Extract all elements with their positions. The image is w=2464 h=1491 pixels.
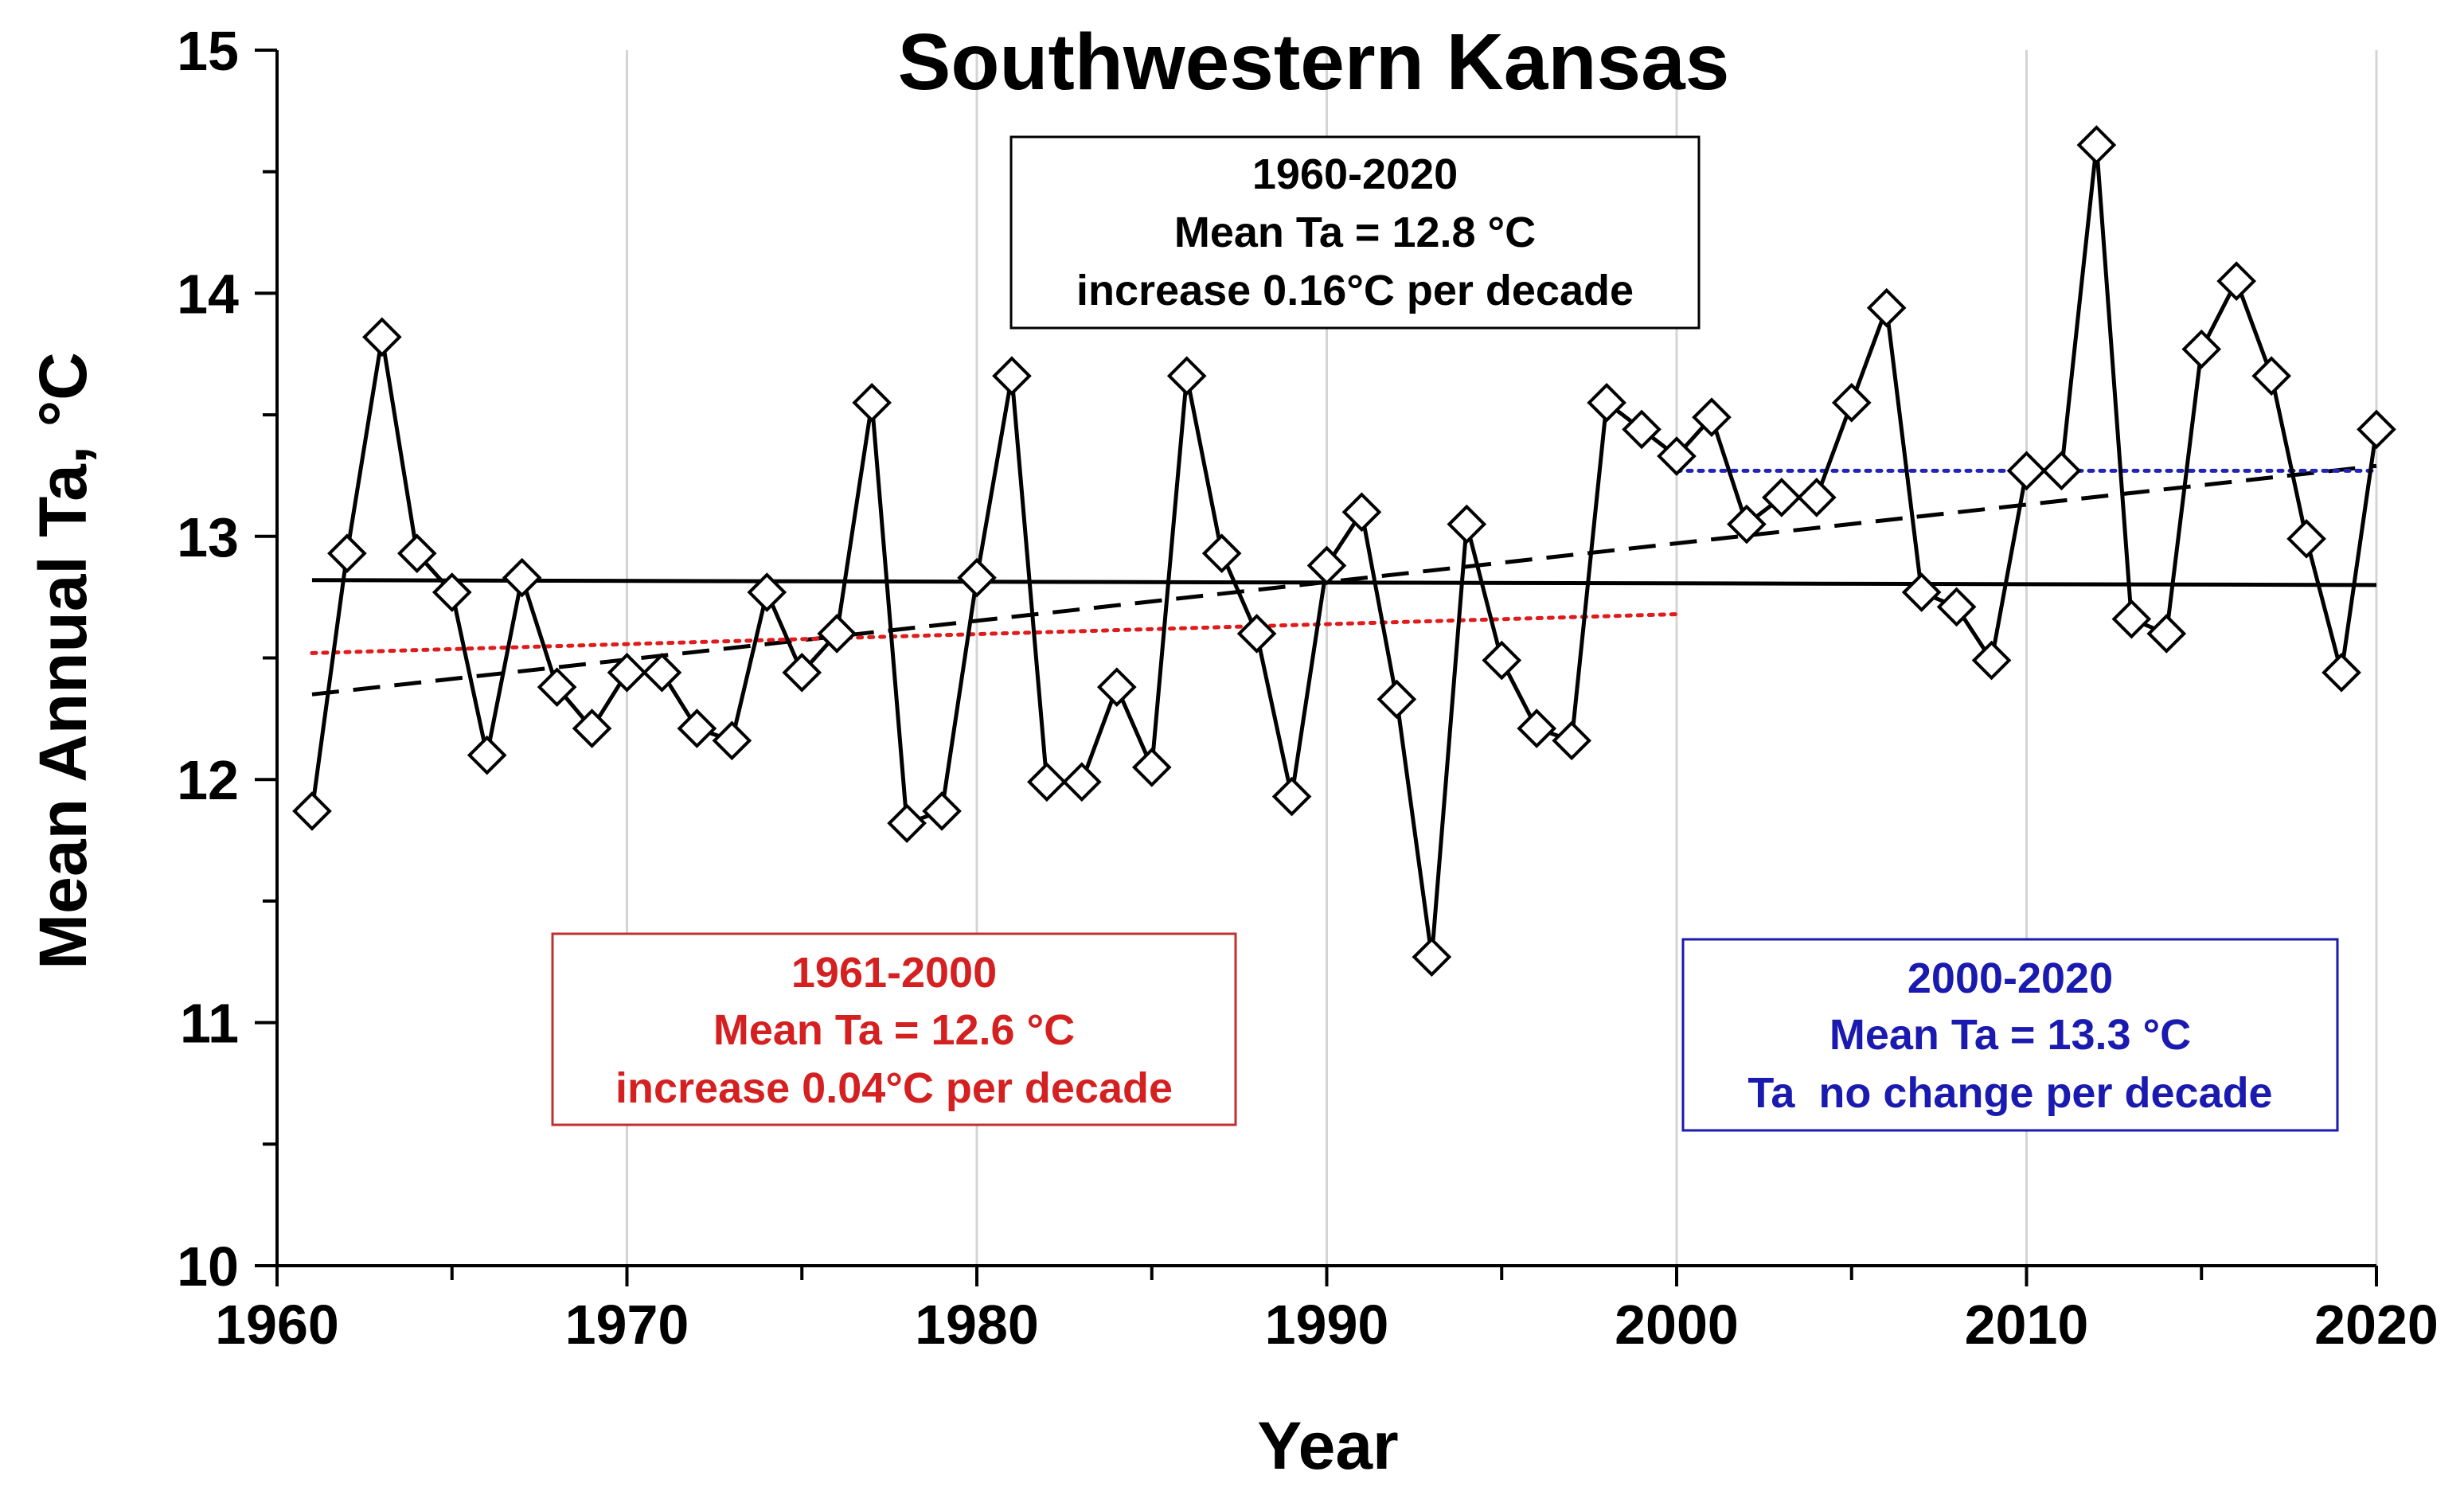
data-point-1989 xyxy=(1271,776,1312,817)
x-tick-label-1990: 1990 xyxy=(1265,1294,1389,1356)
data-point-1968 xyxy=(537,667,577,707)
annotation-box-1960-2020 xyxy=(1009,135,1701,330)
data-point-1983 xyxy=(1062,762,1102,802)
data-point-1981 xyxy=(992,356,1032,396)
data-point-2001 xyxy=(1692,397,1732,437)
data-point-1971 xyxy=(642,652,682,693)
x-tick-label-2000: 2000 xyxy=(1615,1294,1739,1356)
data-point-1980 xyxy=(957,557,997,598)
data-point-1973 xyxy=(712,720,752,761)
data-point-1999 xyxy=(1622,409,1662,450)
reference-line-dashed-1 xyxy=(311,463,2377,697)
data-point-1988 xyxy=(1236,614,1277,654)
data-point-2000 xyxy=(1657,436,1697,476)
data-point-2007 xyxy=(1901,572,1942,612)
y-axis-label: Mean Annual Ta, °C xyxy=(25,352,100,970)
x-tick-label-1960: 1960 xyxy=(215,1294,339,1356)
data-point-2013 xyxy=(2111,599,2152,639)
y-tick-label-10: 10 xyxy=(177,1235,239,1298)
x-tick-label-1980: 1980 xyxy=(915,1294,1039,1356)
data-point-1996 xyxy=(1517,708,1557,748)
annotation-box-2000-2020 xyxy=(1681,938,2339,1132)
annotation-1960-2020-line-3: increase 0.16°C per decade xyxy=(1076,267,1634,314)
data-point-1991 xyxy=(1341,492,1382,533)
x-tick-label-1970: 1970 xyxy=(565,1294,689,1356)
y-tick-label-14: 14 xyxy=(177,263,239,325)
annotation-2000-2020-line-1: 2000-2020 xyxy=(1908,954,2113,1002)
y-tick-label-12: 12 xyxy=(177,749,239,811)
annotation-1960-2020: 1960-2020 Mean Ta = 12.8 °C increase 0.1… xyxy=(1009,135,1701,330)
reference-line-solid-0 xyxy=(311,578,2377,587)
data-point-2016 xyxy=(2216,261,2257,301)
data-point-1982 xyxy=(1027,762,1067,802)
data-point-1978 xyxy=(887,803,927,844)
data-point-1962 xyxy=(327,533,367,574)
data-point-2020 xyxy=(2357,409,2396,450)
data-point-2014 xyxy=(2146,614,2187,654)
data-point-2005 xyxy=(1831,383,1872,423)
annotation-2000-2020-line-3: Ta no change per decade xyxy=(1747,1069,2272,1117)
annotation-1961-2000-line-2: Mean Ta = 12.6 °C xyxy=(713,1006,1075,1054)
y-tick-label-13: 13 xyxy=(177,506,239,568)
y-tick-label-11: 11 xyxy=(180,993,239,1055)
data-point-1997 xyxy=(1552,720,1591,761)
data-point-2011 xyxy=(2041,451,2082,491)
data-point-1976 xyxy=(817,614,857,654)
data-point-1984 xyxy=(1096,667,1137,707)
axes xyxy=(255,49,2378,1286)
x-tick-label-2010: 2010 xyxy=(1965,1294,2089,1356)
data-series xyxy=(292,125,2396,977)
data-point-2019 xyxy=(2321,652,2361,693)
data-point-2002 xyxy=(1727,504,1767,544)
data-point-2018 xyxy=(2286,519,2326,559)
data-point-1998 xyxy=(1587,383,1626,423)
annotation-1960-2020-line-1: 1960-2020 xyxy=(1252,150,1458,198)
data-point-2017 xyxy=(2251,356,2291,396)
data-point-1979 xyxy=(922,791,962,831)
annotation-2000-2020: 2000-2020 Mean Ta = 13.3 °C Ta no change… xyxy=(1681,938,2339,1132)
data-point-2012 xyxy=(2076,125,2117,165)
data-point-1990 xyxy=(1306,545,1347,586)
y-tick-label-15: 15 xyxy=(177,20,239,82)
data-point-1987 xyxy=(1201,533,1242,574)
annotation-1960-2020-line-2: Mean Ta = 12.8 °C xyxy=(1174,209,1536,256)
data-point-1992 xyxy=(1376,679,1417,720)
data-point-1963 xyxy=(362,317,402,357)
annotation-1961-2000: 1961-2000 Mean Ta = 12.6 °C increase 0.0… xyxy=(551,932,1237,1126)
data-point-1993 xyxy=(1412,937,1452,977)
tick-labels: 1960 1970 1980 1990 2000 2010 2020 10 11 12 13 14 15 xyxy=(177,20,2439,1356)
data-point-2008 xyxy=(1936,587,1977,627)
data-point-1975 xyxy=(782,652,822,693)
data-point-2004 xyxy=(1796,478,1837,517)
reference-line-dotted-2 xyxy=(310,612,1679,655)
data-point-1985 xyxy=(1131,747,1172,787)
data-point-2006 xyxy=(1866,287,1907,328)
data-point-1966 xyxy=(467,735,507,775)
data-point-1974 xyxy=(747,572,787,612)
data-point-2003 xyxy=(1762,478,1802,517)
data-point-1977 xyxy=(852,383,892,423)
annotation-1961-2000-line-3: increase 0.04°C per decade xyxy=(615,1064,1173,1112)
chart-title: Southwestern Kansas xyxy=(898,18,1730,107)
data-point-1967 xyxy=(502,557,542,598)
data-point-1994 xyxy=(1447,504,1487,544)
data-point-1972 xyxy=(677,708,717,748)
data-point-1961 xyxy=(292,791,332,831)
data-point-2009 xyxy=(1971,640,2012,681)
annotation-2000-2020-line-2: Mean Ta = 13.3 °C xyxy=(1829,1011,2191,1059)
data-point-1969 xyxy=(572,708,612,748)
data-point-2015 xyxy=(2181,329,2222,369)
data-point-2010 xyxy=(2006,451,2047,491)
data-point-1964 xyxy=(396,533,437,574)
annotation-box-1961-2000 xyxy=(551,932,1237,1126)
annotation-1961-2000-line-1: 1961-2000 xyxy=(791,949,997,997)
data-point-1965 xyxy=(431,572,472,612)
data-point-1995 xyxy=(1482,640,1522,681)
data-point-1970 xyxy=(607,652,647,693)
x-tick-label-2020: 2020 xyxy=(2314,1294,2439,1356)
x-axis-label: Year xyxy=(1257,1408,1399,1483)
data-point-1986 xyxy=(1166,356,1207,396)
